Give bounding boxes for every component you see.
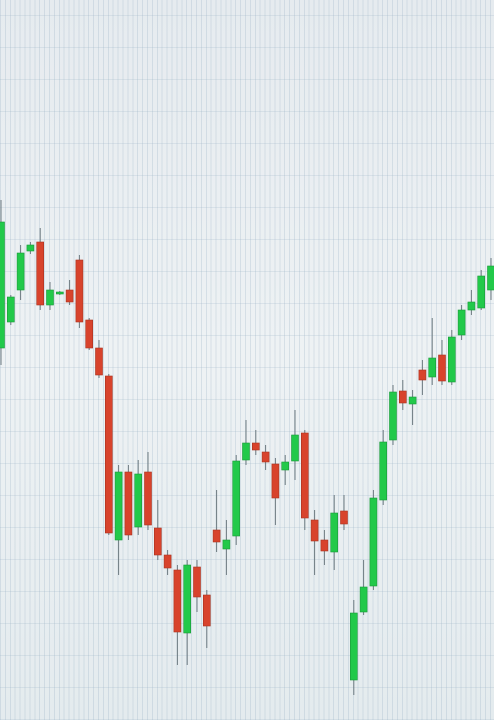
candle-body [349, 612, 358, 681]
candle-body [75, 259, 84, 323]
candle-body [242, 442, 250, 461]
candle-body [55, 291, 64, 295]
candle-body [457, 309, 466, 336]
candle-body [467, 301, 476, 311]
candle-body [183, 564, 191, 634]
candle-body [134, 473, 142, 528]
candle-body [281, 461, 290, 471]
candle-body [222, 539, 231, 550]
candle-body [124, 471, 133, 536]
candle-body [300, 432, 309, 519]
candle-body [340, 510, 348, 525]
candle-body [477, 275, 486, 309]
candle-body [428, 357, 437, 378]
candle-body [105, 375, 113, 534]
candle-body [359, 586, 368, 613]
candle-body [379, 441, 388, 501]
candle-body [154, 527, 162, 556]
candle-body [261, 451, 270, 463]
candle-body [291, 434, 299, 462]
candle-body [36, 241, 45, 306]
candle-body [271, 463, 280, 499]
candle-body [85, 319, 93, 349]
candle-body [65, 289, 74, 303]
candle-body [447, 336, 456, 383]
candle-body [163, 554, 172, 569]
candle-body [212, 529, 221, 543]
candle-body [173, 569, 182, 633]
candle-body [398, 390, 407, 404]
candle-body [330, 512, 339, 553]
candle-body [418, 369, 427, 381]
candle-body [369, 497, 378, 587]
candle-body [252, 442, 260, 451]
candle-body [438, 354, 446, 382]
candle-body [232, 460, 240, 537]
candle-body [144, 471, 152, 526]
candle-body [0, 221, 5, 349]
candle-body [16, 252, 25, 291]
candle-body [114, 471, 123, 541]
candle-body [320, 539, 329, 552]
candle-body [389, 391, 397, 441]
candle-body [7, 296, 15, 323]
candle-body [310, 519, 319, 542]
candle-body [487, 265, 494, 291]
candle-body [95, 347, 103, 376]
candle-body [26, 244, 35, 252]
candle-body [203, 594, 211, 627]
candle-body [193, 566, 201, 598]
candle-body [408, 396, 417, 405]
candle-body [46, 289, 54, 306]
